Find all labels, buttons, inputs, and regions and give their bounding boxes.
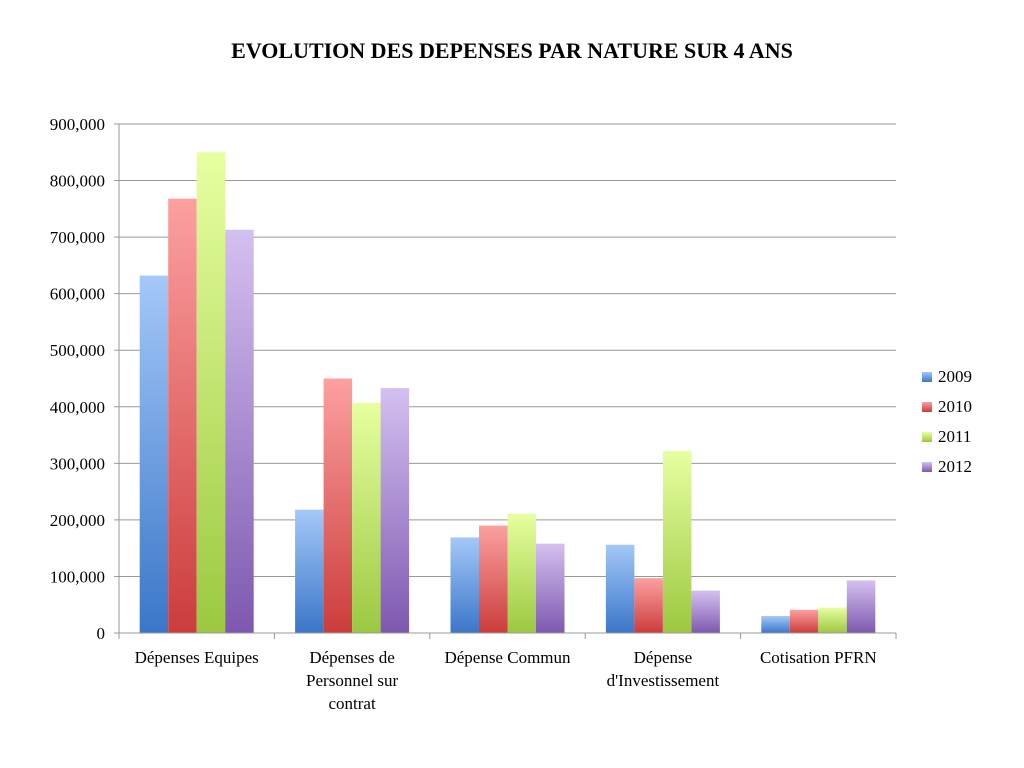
y-tick-label: 900,000 bbox=[50, 115, 105, 134]
y-tick-label: 800,000 bbox=[50, 172, 105, 191]
y-tick-label: 200,000 bbox=[50, 511, 105, 530]
legend-item-2010: 2010 bbox=[922, 392, 972, 422]
bar-2009-0 bbox=[139, 275, 169, 633]
y-tick-label: 100,000 bbox=[50, 567, 105, 586]
legend-label: 2011 bbox=[938, 427, 972, 446]
bar-2010-4 bbox=[789, 609, 819, 633]
y-tick-label: 600,000 bbox=[50, 285, 105, 304]
bar-2010-0 bbox=[168, 198, 197, 634]
legend-item-2012: 2012 bbox=[922, 452, 972, 482]
x-tick-label: contrat bbox=[328, 694, 375, 713]
bars bbox=[139, 152, 876, 634]
x-tick-label: Dépenses de bbox=[309, 648, 394, 667]
bar-2011-3 bbox=[662, 450, 692, 633]
bar-2010-1 bbox=[323, 378, 353, 633]
bar-2012-1 bbox=[380, 388, 410, 633]
y-tick-label: 300,000 bbox=[50, 454, 105, 473]
bar-2009-4 bbox=[761, 616, 790, 633]
bar-2011-4 bbox=[818, 607, 847, 633]
bar-2012-3 bbox=[691, 590, 720, 633]
bar-2009-2 bbox=[450, 537, 479, 633]
y-tick-label: 0 bbox=[97, 624, 106, 643]
legend-item-2011: 2011 bbox=[922, 422, 972, 452]
chart-title: EVOLUTION DES DEPENSES PAR NATURE SUR 4 … bbox=[231, 38, 793, 63]
bar-2012-4 bbox=[846, 580, 876, 633]
legend-swatch bbox=[922, 402, 932, 412]
legend-item-2009: 2009 bbox=[922, 362, 972, 392]
bar-2011-2 bbox=[507, 513, 536, 633]
legend-label: 2009 bbox=[938, 367, 972, 386]
bar-2010-2 bbox=[479, 525, 508, 633]
bar-2009-1 bbox=[295, 509, 324, 633]
x-tick-label: Dépense Commun bbox=[444, 648, 571, 667]
legend-swatch bbox=[922, 372, 932, 382]
legend: 2009 2010 2011 2012 bbox=[922, 362, 972, 482]
legend-label: 2012 bbox=[938, 457, 972, 476]
y-tick-label: 700,000 bbox=[50, 228, 105, 247]
x-tick-label: Cotisation PFRN bbox=[760, 648, 877, 667]
legend-swatch bbox=[922, 462, 932, 472]
x-tick-label: Dépense bbox=[634, 648, 693, 667]
axes: 0 100,000 200,000 300,000 400,000 500,000 600,… bbox=[50, 115, 897, 713]
bar-2011-0 bbox=[196, 152, 226, 633]
bar-2009-3 bbox=[605, 544, 635, 633]
bar-2012-2 bbox=[536, 543, 565, 633]
legend-swatch bbox=[922, 432, 932, 442]
bar-2011-1 bbox=[352, 402, 381, 633]
bar-2010-3 bbox=[634, 578, 663, 633]
x-tick-label: Dépenses Equipes bbox=[135, 648, 259, 667]
y-tick-label: 500,000 bbox=[50, 341, 105, 360]
x-tick-label: Personnel sur bbox=[306, 671, 398, 690]
y-tick-label: 400,000 bbox=[50, 398, 105, 417]
legend-label: 2010 bbox=[938, 397, 972, 416]
bar-2012-0 bbox=[225, 229, 254, 633]
x-tick-label: d'Investissement bbox=[607, 671, 720, 690]
